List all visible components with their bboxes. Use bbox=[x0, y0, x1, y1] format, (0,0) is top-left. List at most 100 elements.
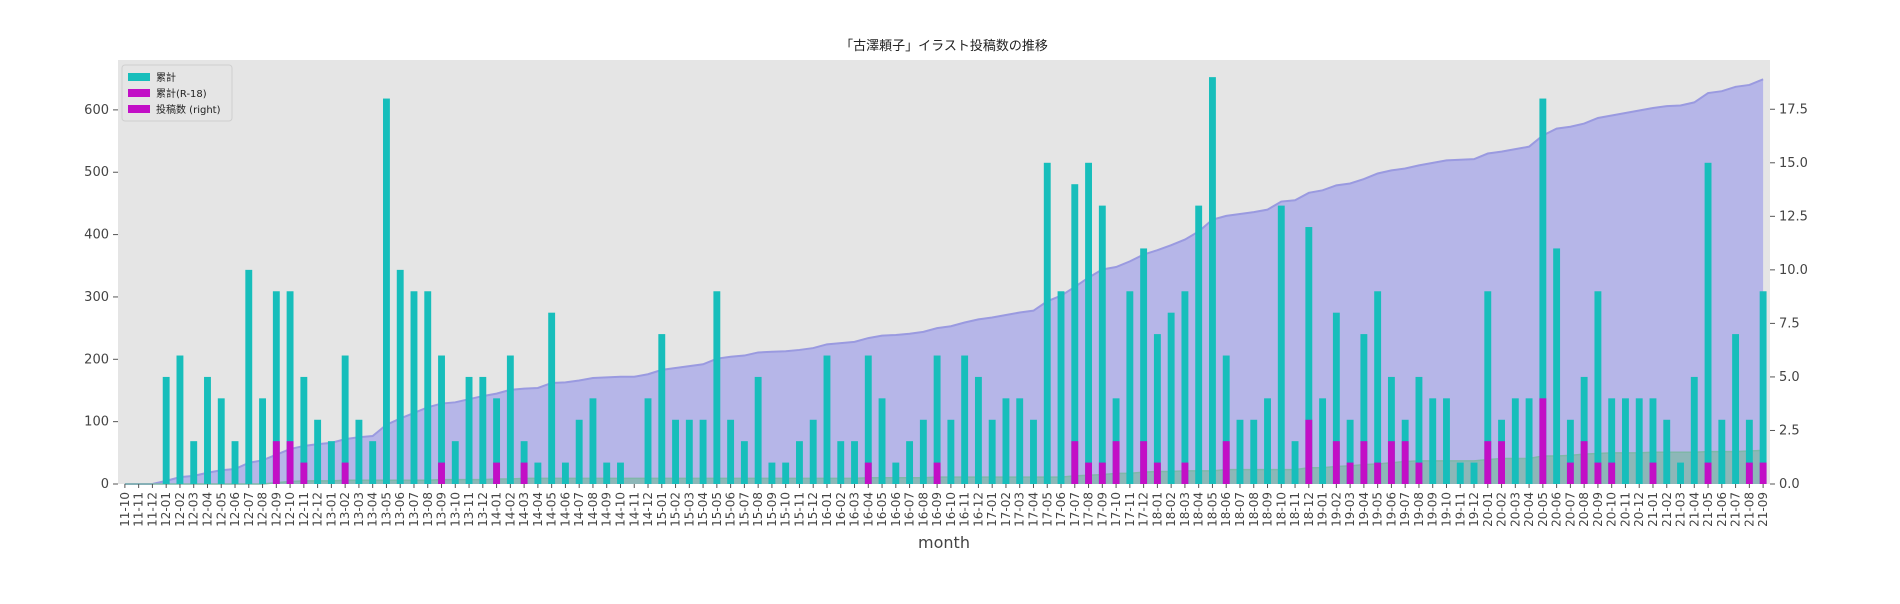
bar-posts bbox=[534, 462, 542, 484]
bar-posts bbox=[1704, 162, 1712, 485]
bar-posts-r18 bbox=[300, 462, 308, 484]
bar-posts bbox=[961, 355, 969, 484]
bar-posts bbox=[1085, 162, 1092, 485]
x-tick-label: 20-12 bbox=[1632, 492, 1646, 527]
bar-posts bbox=[1732, 334, 1740, 484]
bar-posts bbox=[1277, 205, 1285, 484]
legend-label-r18: 累計(R-18) bbox=[156, 87, 207, 100]
bar-posts bbox=[1511, 398, 1519, 484]
bar-posts bbox=[548, 312, 556, 484]
x-tick-label: 17-08 bbox=[1082, 492, 1096, 527]
x-tick-label: 13-01 bbox=[324, 492, 338, 527]
bar-posts bbox=[1140, 248, 1148, 484]
x-tick-label: 12-02 bbox=[173, 492, 187, 527]
bar-posts bbox=[1250, 419, 1258, 484]
bar-posts bbox=[1622, 398, 1629, 484]
bar-posts bbox=[438, 355, 445, 484]
bar-posts bbox=[1016, 398, 1024, 484]
bar-posts-r18 bbox=[1222, 441, 1230, 484]
x-tick-label: 12-04 bbox=[200, 492, 214, 527]
x-tick-label: 17-06 bbox=[1054, 492, 1068, 527]
x-tick-label: 16-12 bbox=[971, 492, 985, 527]
x-tick-label: 14-04 bbox=[531, 492, 545, 527]
bar-posts bbox=[1071, 184, 1079, 484]
bar-posts bbox=[1291, 441, 1299, 484]
legend-swatch-r18 bbox=[128, 89, 150, 97]
bar-posts bbox=[796, 441, 803, 484]
bar-posts bbox=[1608, 398, 1616, 484]
x-tick-label: 19-06 bbox=[1384, 492, 1398, 527]
x-tick-label: 14-05 bbox=[545, 492, 559, 527]
bar-posts-r18 bbox=[1387, 441, 1395, 484]
bar-posts bbox=[162, 376, 170, 484]
bar-posts bbox=[685, 419, 693, 484]
x-tick-label: 15-05 bbox=[710, 492, 724, 527]
bar-posts bbox=[1470, 462, 1478, 484]
bar-posts-r18 bbox=[1580, 441, 1588, 484]
x-tick-label: 16-07 bbox=[903, 492, 917, 527]
bar-posts bbox=[1002, 398, 1010, 484]
bar-posts bbox=[892, 462, 900, 484]
x-tick-label: 13-11 bbox=[462, 492, 476, 527]
x-tick-label: 15-02 bbox=[669, 492, 683, 527]
x-tick-label: 19-12 bbox=[1467, 492, 1481, 527]
bar-posts bbox=[1456, 462, 1464, 484]
x-tick-label: 16-08 bbox=[916, 492, 930, 527]
x-tick-label: 12-10 bbox=[283, 492, 297, 527]
bar-posts bbox=[1387, 376, 1395, 484]
bar-posts bbox=[1745, 419, 1753, 484]
y2-tick-label: 12.5 bbox=[1779, 209, 1808, 224]
x-tick-label: 18-07 bbox=[1233, 492, 1247, 527]
x-tick-label: 18-10 bbox=[1274, 492, 1288, 527]
x-tick-label: 17-05 bbox=[1040, 492, 1054, 527]
x-tick-label: 16-04 bbox=[861, 492, 875, 527]
x-tick-label: 13-07 bbox=[407, 492, 421, 527]
x-tick-label: 18-05 bbox=[1205, 492, 1219, 527]
bar-posts bbox=[1677, 462, 1684, 484]
bar-posts-r18 bbox=[1484, 441, 1492, 484]
x-tick-label: 12-03 bbox=[187, 492, 201, 527]
x-tick-label: 14-02 bbox=[503, 492, 517, 527]
y2-tick-label: 10.0 bbox=[1779, 263, 1808, 278]
x-tick-label: 17-03 bbox=[1013, 492, 1027, 527]
x-tick-label: 20-07 bbox=[1563, 492, 1577, 527]
bar-posts bbox=[1332, 312, 1340, 484]
bar-posts-r18 bbox=[864, 462, 872, 484]
bar-posts bbox=[1319, 398, 1327, 484]
bar-posts bbox=[1649, 398, 1657, 484]
bar-posts bbox=[1663, 419, 1671, 484]
bar-posts bbox=[658, 334, 666, 484]
x-tick-label: 13-12 bbox=[476, 492, 490, 527]
x-tick-label: 19-11 bbox=[1453, 492, 1467, 527]
bar-posts bbox=[272, 291, 280, 484]
x-tick-label: 19-04 bbox=[1357, 492, 1371, 527]
bar-posts bbox=[1580, 376, 1588, 484]
bar-posts-r18 bbox=[1759, 462, 1767, 484]
x-tick-label: 18-09 bbox=[1261, 492, 1275, 527]
x-tick-label: 13-09 bbox=[435, 492, 449, 527]
bar-posts bbox=[217, 398, 225, 484]
x-tick-label: 21-08 bbox=[1742, 492, 1756, 527]
bar-posts-r18 bbox=[1140, 441, 1148, 484]
bar-posts bbox=[520, 441, 528, 484]
x-tick-label: 21-02 bbox=[1660, 492, 1674, 527]
bar-posts-r18 bbox=[272, 441, 280, 484]
y2-tick-label: 0.0 bbox=[1779, 477, 1800, 492]
bar-posts bbox=[768, 462, 776, 484]
x-tick-label: 16-10 bbox=[944, 492, 958, 527]
bar-posts bbox=[864, 355, 872, 484]
x-tick-label: 14-08 bbox=[586, 492, 600, 527]
bar-posts bbox=[1167, 312, 1175, 484]
x-tick-label: 13-05 bbox=[379, 492, 393, 527]
x-tick-label: 21-07 bbox=[1729, 492, 1743, 527]
bar-posts bbox=[424, 291, 432, 484]
y-tick-label: 300 bbox=[84, 290, 109, 305]
x-tick-label: 16-11 bbox=[958, 492, 972, 527]
bar-posts-r18 bbox=[1360, 441, 1368, 484]
x-tick-label: 18-08 bbox=[1247, 492, 1261, 527]
bar-posts bbox=[1484, 291, 1492, 484]
x-tick-label: 13-04 bbox=[366, 492, 380, 527]
x-tick-label: 18-03 bbox=[1178, 492, 1192, 527]
x-tick-label: 16-02 bbox=[834, 492, 848, 527]
bar-posts-r18 bbox=[1098, 462, 1106, 484]
